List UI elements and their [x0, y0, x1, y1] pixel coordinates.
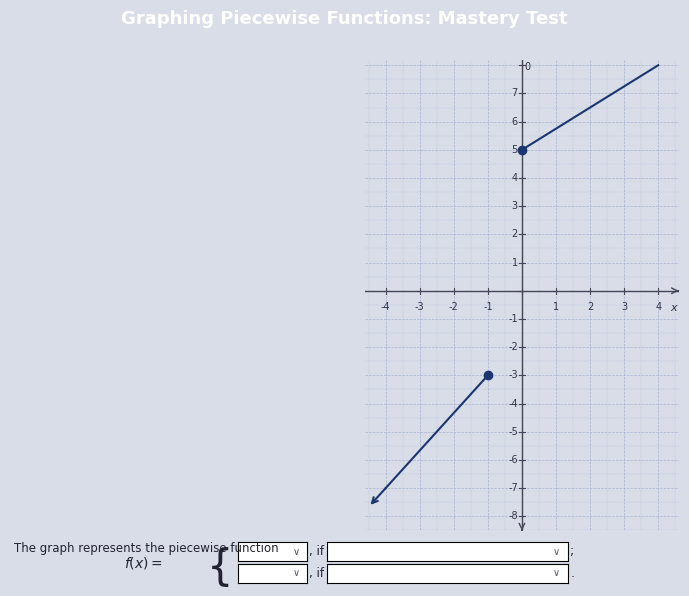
Text: -1: -1 — [508, 314, 518, 324]
Text: $f(x)=$: $f(x)=$ — [124, 555, 163, 571]
Text: 4: 4 — [655, 302, 661, 312]
Text: 6: 6 — [512, 117, 518, 126]
Text: 3: 3 — [621, 302, 627, 312]
Text: ∨: ∨ — [293, 569, 300, 578]
Text: ∨: ∨ — [553, 547, 560, 557]
Text: 7: 7 — [511, 88, 518, 98]
Text: -3: -3 — [508, 370, 518, 380]
Text: 1: 1 — [512, 257, 518, 268]
Text: 1: 1 — [553, 302, 559, 312]
Text: Graphing Piecewise Functions: Mastery Test: Graphing Piecewise Functions: Mastery Te… — [121, 10, 568, 29]
Text: {: { — [207, 547, 233, 589]
Text: .: . — [570, 567, 575, 580]
Text: -1: -1 — [483, 302, 493, 312]
Text: -4: -4 — [381, 302, 391, 312]
Text: 4: 4 — [512, 173, 518, 183]
Text: -5: -5 — [508, 427, 518, 437]
Text: , if: , if — [309, 545, 324, 558]
Text: -6: -6 — [508, 455, 518, 465]
Text: ∨: ∨ — [293, 547, 300, 557]
Text: 3: 3 — [512, 201, 518, 211]
Text: The graph represents the piecewise function: The graph represents the piecewise funct… — [14, 542, 278, 555]
Text: , if: , if — [309, 567, 324, 580]
Text: -4: -4 — [508, 399, 518, 409]
Text: -2: -2 — [449, 302, 459, 312]
Text: 2: 2 — [511, 229, 518, 240]
Text: ;: ; — [570, 545, 575, 558]
Text: x: x — [670, 303, 677, 313]
Text: 2: 2 — [587, 302, 593, 312]
Text: 0: 0 — [524, 63, 531, 73]
Text: -3: -3 — [415, 302, 424, 312]
Text: -7: -7 — [508, 483, 518, 493]
Text: ∨: ∨ — [553, 569, 560, 578]
Text: -8: -8 — [508, 511, 518, 522]
Text: -2: -2 — [508, 342, 518, 352]
Text: 5: 5 — [511, 145, 518, 155]
